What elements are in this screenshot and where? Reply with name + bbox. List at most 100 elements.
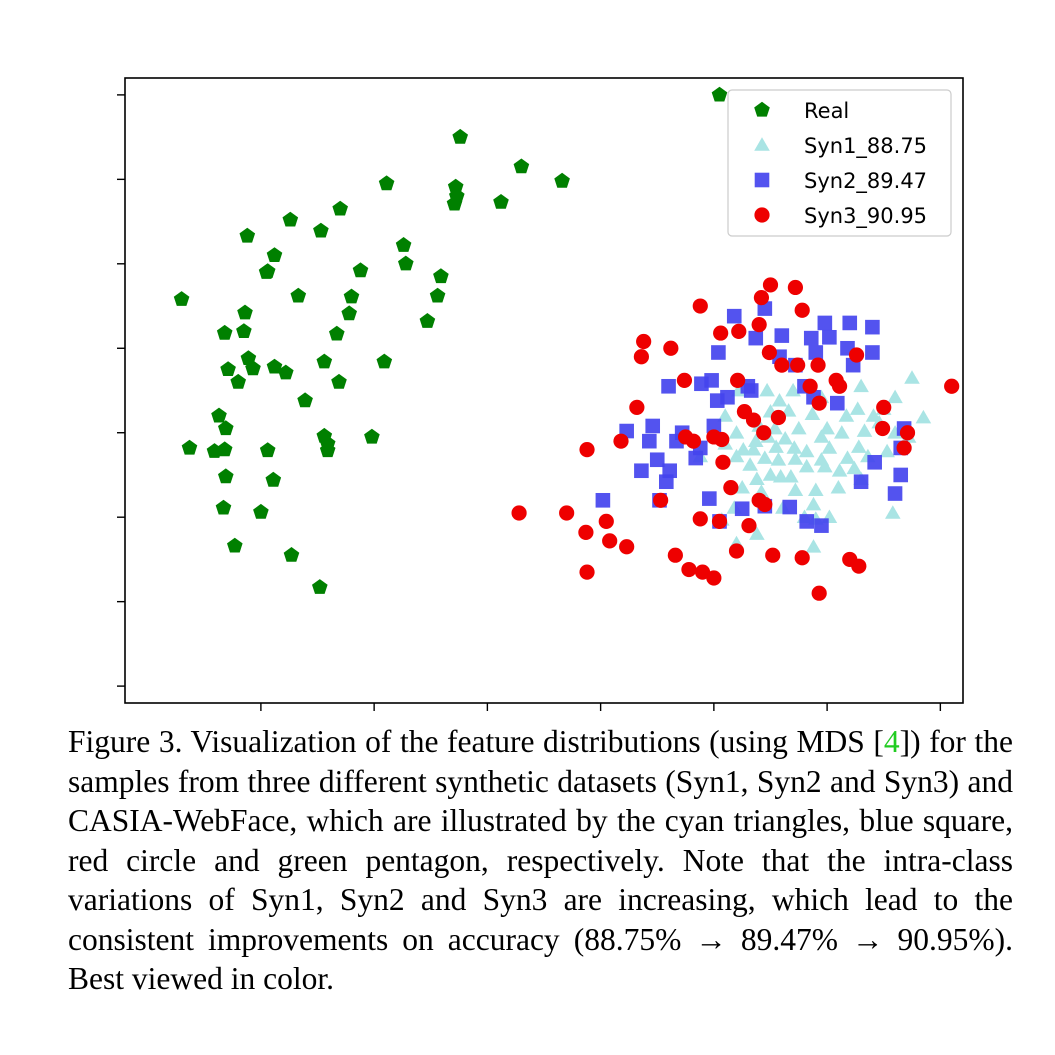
pentagon-point bbox=[258, 264, 275, 279]
circle-point bbox=[802, 378, 818, 394]
triangle-point bbox=[783, 469, 799, 483]
circle-point bbox=[613, 433, 629, 449]
pentagon-point bbox=[433, 268, 449, 284]
square-point bbox=[645, 418, 661, 434]
pentagon-point bbox=[711, 86, 728, 102]
triangle-point bbox=[849, 401, 866, 415]
triangle-point bbox=[770, 452, 787, 466]
pentagon-point bbox=[237, 304, 253, 320]
pentagon-point bbox=[220, 361, 236, 376]
pentagon-point bbox=[331, 373, 347, 389]
legend-square-swatch bbox=[754, 172, 770, 188]
square-point bbox=[808, 345, 824, 360]
triangle-point bbox=[798, 443, 815, 458]
square-point bbox=[649, 452, 665, 468]
triangle-point bbox=[853, 378, 869, 393]
circle-point bbox=[787, 279, 804, 296]
circle-point bbox=[728, 543, 745, 559]
legend-label: Syn3_90.95 bbox=[804, 204, 927, 229]
circle-point bbox=[692, 298, 708, 314]
square-point bbox=[595, 492, 611, 508]
circle-point bbox=[896, 440, 912, 456]
pentagon-point bbox=[554, 172, 570, 188]
triangle-point bbox=[805, 539, 822, 553]
circle-point bbox=[619, 539, 635, 555]
square-point bbox=[822, 329, 837, 345]
series-syn2-89-47 bbox=[595, 301, 912, 533]
legend-label: Real bbox=[804, 99, 849, 123]
circle-point bbox=[629, 399, 645, 415]
triangle-point bbox=[856, 423, 873, 437]
pentagon-point bbox=[329, 325, 345, 341]
circle-point bbox=[681, 561, 697, 578]
triangle-point bbox=[728, 448, 745, 463]
pentagon-point bbox=[419, 313, 436, 328]
square-point bbox=[661, 378, 676, 394]
pentagon-point bbox=[266, 247, 283, 262]
triangle-point bbox=[735, 442, 752, 456]
triangle-point bbox=[817, 458, 833, 473]
pentagon-point bbox=[513, 158, 530, 174]
circle-point bbox=[741, 518, 757, 534]
pentagon-point bbox=[283, 547, 300, 562]
circle-point bbox=[765, 547, 781, 563]
citation-link[interactable]: 4 bbox=[883, 724, 900, 759]
pentagon-point bbox=[253, 503, 269, 519]
triangle-point bbox=[887, 389, 903, 404]
pentagon-point bbox=[364, 428, 380, 444]
pentagon-point bbox=[352, 262, 369, 278]
square-point bbox=[853, 474, 869, 490]
circle-point bbox=[667, 547, 683, 563]
legend-triangle-swatch bbox=[754, 137, 770, 151]
caption-lead: Figure 3. Visualization of the feature d… bbox=[68, 724, 884, 759]
circle-point bbox=[810, 357, 826, 373]
triangle-point bbox=[846, 460, 863, 475]
circle-point bbox=[723, 480, 739, 496]
pentagon-point bbox=[446, 195, 463, 211]
triangle-point bbox=[879, 443, 895, 458]
circle-point bbox=[714, 431, 730, 448]
circle-point bbox=[633, 349, 649, 365]
square-point bbox=[830, 395, 845, 411]
pentagon-point bbox=[239, 227, 256, 243]
triangle-point bbox=[839, 450, 856, 464]
triangle-point bbox=[734, 480, 750, 494]
circle-point bbox=[579, 442, 595, 458]
triangle-point bbox=[780, 403, 797, 417]
pentagon-point bbox=[297, 392, 313, 408]
circle-point bbox=[731, 323, 747, 339]
circle-point bbox=[602, 533, 618, 549]
triangle-point bbox=[830, 480, 847, 494]
circle-point bbox=[559, 505, 575, 521]
square-point bbox=[688, 450, 704, 466]
circle-point bbox=[757, 496, 773, 513]
triangle-point bbox=[728, 425, 745, 439]
triangle-point bbox=[787, 451, 804, 465]
square-point bbox=[865, 319, 880, 335]
square-point bbox=[634, 463, 649, 479]
triangle-point bbox=[805, 496, 822, 511]
triangle-point bbox=[808, 482, 824, 496]
triangle-point bbox=[851, 439, 867, 453]
square-point bbox=[702, 491, 717, 506]
figure-caption: Figure 3. Visualization of the feature d… bbox=[68, 722, 1013, 999]
triangle-point bbox=[777, 431, 793, 445]
pentagon-point bbox=[216, 324, 233, 340]
triangle-point bbox=[768, 439, 784, 453]
pentagon-point bbox=[259, 442, 276, 458]
pentagon-point bbox=[230, 373, 246, 389]
square-point bbox=[893, 467, 909, 483]
circle-point bbox=[730, 372, 746, 388]
square-point bbox=[709, 393, 725, 408]
pentagon-point bbox=[215, 499, 232, 515]
square-point bbox=[774, 328, 790, 343]
triangle-point bbox=[748, 433, 764, 447]
square-point bbox=[887, 486, 903, 501]
square-point bbox=[706, 418, 722, 434]
pentagon-point bbox=[493, 194, 509, 209]
caption-body: ]) for the samples from three different … bbox=[68, 724, 1013, 996]
series-syn3-90-95 bbox=[511, 277, 960, 601]
triangle-point bbox=[804, 406, 821, 420]
square-point bbox=[842, 315, 858, 331]
square-point bbox=[782, 499, 798, 515]
